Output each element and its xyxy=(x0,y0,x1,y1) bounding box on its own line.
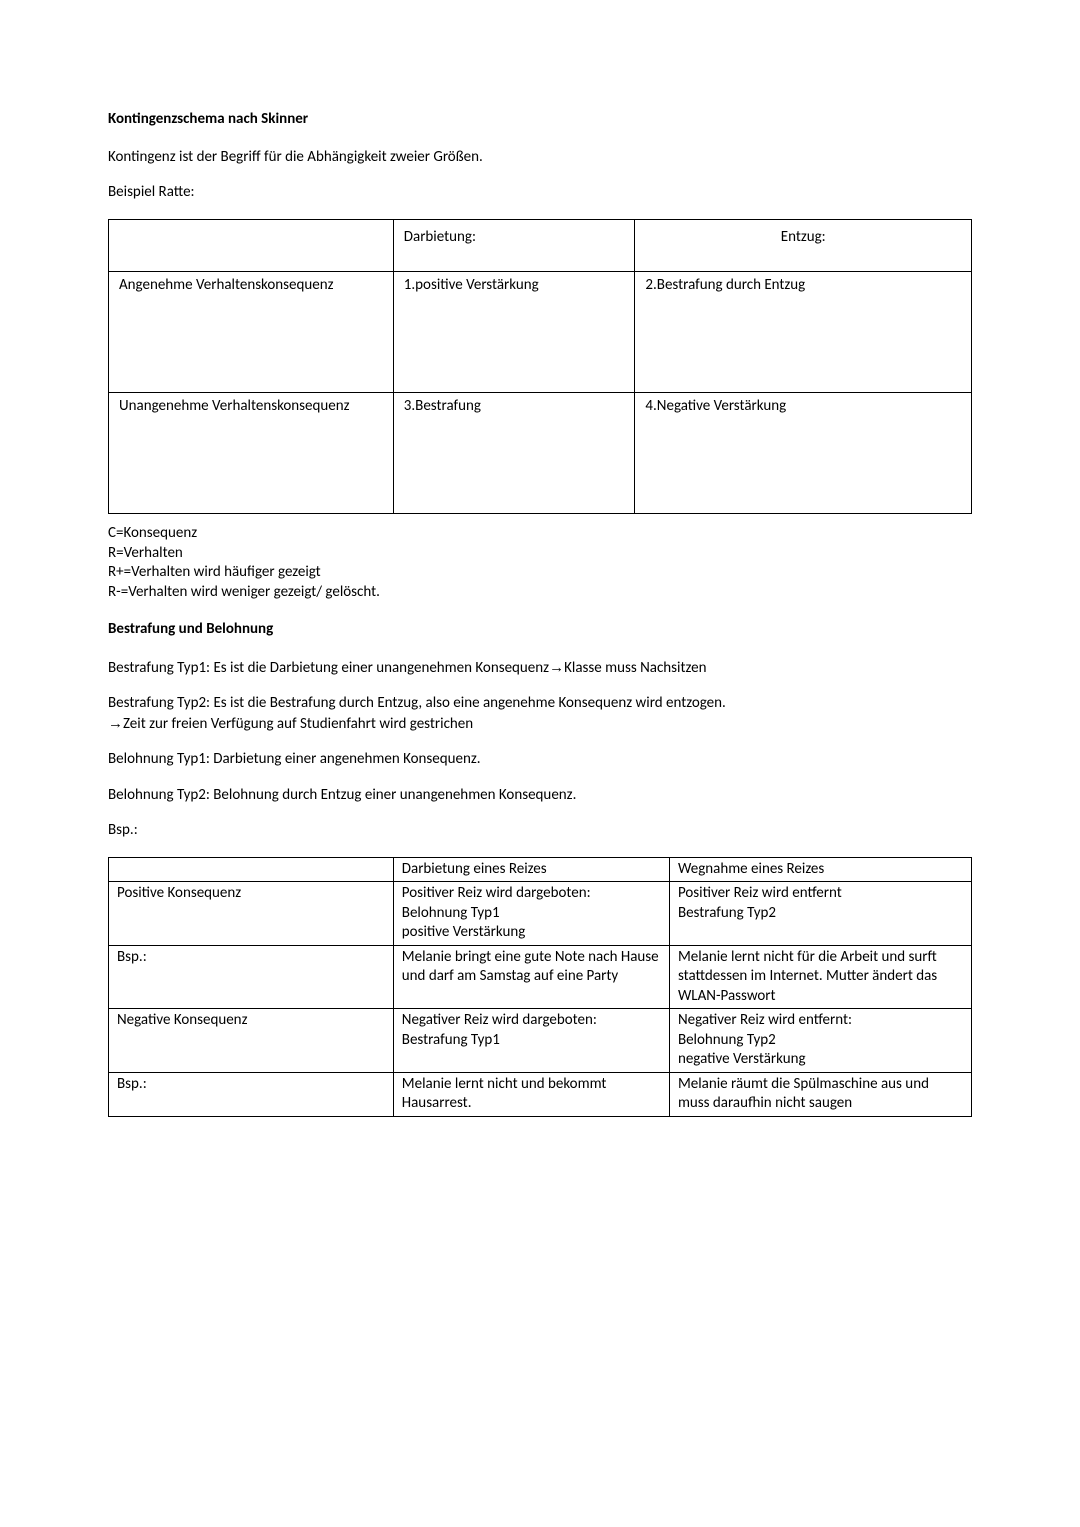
schema-row2-col2: 3.Bestrafung xyxy=(393,393,635,514)
schema-row2-label: Unangenehme Verhaltenskonsequenz xyxy=(109,393,394,514)
contingency-schema-table: Darbietung: Entzug: Angenehme Verhaltens… xyxy=(108,219,972,515)
et-r2c2: Melanie lernt nicht für die Arbeit und s… xyxy=(669,945,971,1009)
et-r0c2: Wegnahme eines Reizes xyxy=(669,857,971,882)
et-r4c1: Melanie lernt nicht und bekommt Hausarre… xyxy=(393,1072,669,1116)
table-row: Bsp.: Melanie lernt nicht und bekommt Ha… xyxy=(109,1072,972,1116)
table-row: Positive Konsequenz Positiver Reiz wird … xyxy=(109,882,972,946)
schema-row2-col3: 4.Negative Verstärkung xyxy=(635,393,972,514)
table-row: Angenehme Verhaltenskonsequenz 1.positiv… xyxy=(109,272,972,393)
et-r3c0: Negative Konsequenz xyxy=(109,1009,394,1073)
legend-line: C=Konsequenz xyxy=(108,524,972,544)
text-span: Bestrafung Typ1: Es ist die Darbietung e… xyxy=(108,659,549,677)
table-row: Darbietung: Entzug: xyxy=(109,219,972,272)
bsp-label: Bsp.: xyxy=(108,821,972,841)
text-span: Zeit zur freien Verfügung auf Studienfah… xyxy=(123,715,473,733)
bestrafung-typ1-paragraph: Bestrafung Typ1: Es ist die Darbietung e… xyxy=(108,658,972,679)
schema-header-entzug: Entzug: xyxy=(635,219,972,272)
heading-kontingenzschema: Kontingenzschema nach Skinner xyxy=(108,110,972,130)
schema-header-darbietung: Darbietung: xyxy=(393,219,635,272)
et-r1c2: Positiver Reiz wird entferntBestrafung T… xyxy=(669,882,971,946)
legend-line: R+=Verhalten wird häufiger gezeigt xyxy=(108,563,972,583)
text-span: Bestrafung Typ2: Es ist die Bestrafung d… xyxy=(108,694,726,712)
text-span: Klasse muss Nachsitzen xyxy=(564,659,706,677)
et-r0c1: Darbietung eines Reizes xyxy=(393,857,669,882)
et-r1c1: Positiver Reiz wird dargeboten:Belohnung… xyxy=(393,882,669,946)
document-page: Kontingenzschema nach Skinner Kontingenz… xyxy=(0,0,1080,1527)
et-r2c1: Melanie bringt eine gute Note nach Hause… xyxy=(393,945,669,1009)
schema-header-empty xyxy=(109,219,394,272)
et-r4c0: Bsp.: xyxy=(109,1072,394,1116)
schema-row1-col3: 2.Bestrafung durch Entzug xyxy=(635,272,972,393)
table-row: Darbietung eines Reizes Wegnahme eines R… xyxy=(109,857,972,882)
schema-row1-label: Angenehme Verhaltenskonsequenz xyxy=(109,272,394,393)
et-r1c0: Positive Konsequenz xyxy=(109,882,394,946)
legend-line: R-=Verhalten wird weniger gezeigt/ gelös… xyxy=(108,583,972,603)
arrow-icon: → xyxy=(108,715,123,732)
et-r0c0 xyxy=(109,857,394,882)
example-table: Darbietung eines Reizes Wegnahme eines R… xyxy=(108,857,972,1117)
table-row: Bsp.: Melanie bringt eine gute Note nach… xyxy=(109,945,972,1009)
heading-bestrafung-belohnung: Bestrafung und Belohnung xyxy=(108,620,972,640)
example-label: Beispiel Ratte: xyxy=(108,183,972,203)
belohnung-typ1-paragraph: Belohnung Typ1: Darbietung einer angeneh… xyxy=(108,750,972,770)
schema-row1-col2: 1.positive Verstärkung xyxy=(393,272,635,393)
et-r2c0: Bsp.: xyxy=(109,945,394,1009)
et-r3c2: Negativer Reiz wird entfernt:Belohnung T… xyxy=(669,1009,971,1073)
legend-line: R=Verhalten xyxy=(108,544,972,564)
legend-block: C=Konsequenz R=Verhalten R+=Verhalten wi… xyxy=(108,524,972,602)
belohnung-typ2-paragraph: Belohnung Typ2: Belohnung durch Entzug e… xyxy=(108,786,972,806)
bestrafung-typ2-paragraph: Bestrafung Typ2: Es ist die Bestrafung d… xyxy=(108,694,972,734)
et-r3c1: Negativer Reiz wird dargeboten:Bestrafun… xyxy=(393,1009,669,1073)
arrow-icon: → xyxy=(549,659,564,676)
intro-paragraph: Kontingenz ist der Begriff für die Abhän… xyxy=(108,148,972,168)
table-row: Unangenehme Verhaltenskonsequenz 3.Bestr… xyxy=(109,393,972,514)
et-r4c2: Melanie räumt die Spülmaschine aus und m… xyxy=(669,1072,971,1116)
table-row: Negative Konsequenz Negativer Reiz wird … xyxy=(109,1009,972,1073)
